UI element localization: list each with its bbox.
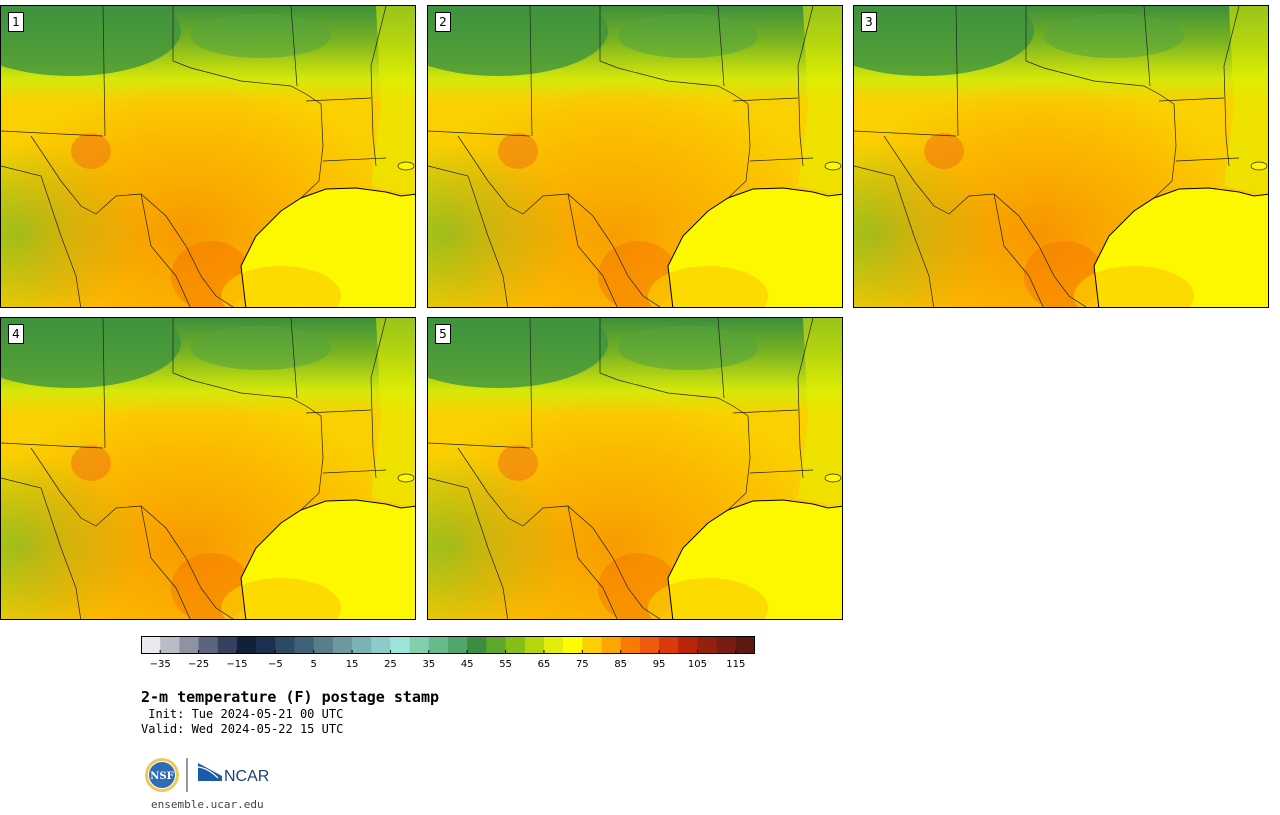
colorbar-swatch bbox=[601, 636, 622, 654]
nsf-logo-text: NSF bbox=[150, 771, 173, 782]
colorbar-swatch bbox=[179, 636, 200, 654]
colorbar-tick-label: 105 bbox=[687, 659, 707, 670]
colorbar-swatch bbox=[467, 636, 487, 654]
colorbar-swatch bbox=[236, 636, 257, 654]
colorbar-swatch bbox=[678, 636, 698, 654]
colorbar-tick-label: 45 bbox=[460, 659, 474, 670]
ensemble-member-map-3: 3 bbox=[853, 5, 1269, 308]
colorbar-swatch bbox=[659, 636, 679, 654]
member-number-label: 2 bbox=[435, 12, 451, 32]
colorbar-swatch bbox=[371, 636, 391, 654]
colorbar-swatch bbox=[294, 636, 315, 654]
colorbar-swatch bbox=[160, 636, 180, 654]
colorbar-swatch bbox=[486, 636, 507, 654]
colorbar-tick-label: 25 bbox=[384, 659, 397, 670]
colorbar-swatch bbox=[390, 636, 411, 654]
colorbar-tick-label: −35 bbox=[149, 659, 171, 670]
colorbar-swatch bbox=[563, 636, 583, 654]
colorbar-swatch bbox=[639, 636, 660, 654]
colorbar-tick-label: 65 bbox=[537, 659, 551, 670]
colorbar-swatch bbox=[141, 636, 161, 654]
colorbar-swatch bbox=[352, 636, 372, 654]
nsf-ncar-logo: NSF NCAR bbox=[145, 758, 269, 792]
colorbar-swatch bbox=[332, 636, 353, 654]
valid-time: Valid: Wed 2024-05-22 15 UTC bbox=[141, 722, 344, 736]
site-url: ensemble.ucar.edu bbox=[151, 798, 264, 811]
colorbar-swatch bbox=[697, 636, 718, 654]
colorbar-swatch bbox=[428, 636, 449, 654]
ncar-logo-text: NCAR bbox=[224, 768, 269, 785]
colorbar-outline bbox=[141, 636, 755, 654]
colorbar-tick-label: 5 bbox=[310, 659, 317, 670]
temperature-colorbar bbox=[141, 636, 755, 654]
colorbar-swatch bbox=[217, 636, 238, 654]
colorbar-tick-label: 15 bbox=[345, 659, 359, 670]
member-number-label: 5 bbox=[435, 324, 451, 344]
colorbar-tick-label: 115 bbox=[726, 659, 746, 670]
colorbar-swatch bbox=[409, 636, 430, 654]
colorbar-swatch bbox=[448, 636, 468, 654]
colorbar-tick-label: 75 bbox=[575, 659, 589, 670]
colorbar-swatch bbox=[735, 636, 755, 654]
colorbar-swatch bbox=[313, 636, 334, 654]
colorbar-swatch bbox=[256, 636, 276, 654]
colorbar-tick-label: −25 bbox=[188, 659, 210, 670]
member-number-label: 4 bbox=[8, 324, 24, 344]
colorbar-tick-label: 35 bbox=[422, 659, 436, 670]
member-number-label: 1 bbox=[8, 12, 24, 32]
member-number-label: 3 bbox=[861, 12, 877, 32]
ensemble-member-map-1: 1 bbox=[0, 5, 416, 308]
colorbar-swatch bbox=[505, 636, 526, 654]
colorbar-swatch bbox=[582, 636, 602, 654]
colorbar-swatch bbox=[524, 636, 545, 654]
colorbar-swatch bbox=[275, 636, 295, 654]
colorbar-swatch bbox=[543, 636, 564, 654]
colorbar-swatch bbox=[716, 636, 737, 654]
ensemble-member-map-2: 2 bbox=[427, 5, 843, 308]
colorbar-tick-label: −5 bbox=[267, 659, 283, 670]
colorbar-tick-label: 55 bbox=[499, 659, 512, 670]
colorbar-tick-label: 95 bbox=[652, 659, 666, 670]
logos: NSF NCAR bbox=[144, 756, 274, 796]
ensemble-member-map-4: 4 bbox=[0, 317, 416, 620]
colorbar-tick-label: 85 bbox=[614, 659, 628, 670]
colorbar-tick-label: −15 bbox=[226, 659, 248, 670]
init-time: Init: Tue 2024-05-21 00 UTC bbox=[141, 707, 344, 721]
colorbar-swatch bbox=[198, 636, 219, 654]
colorbar-swatch bbox=[620, 636, 641, 654]
figure-title: 2-m temperature (F) postage stamp bbox=[141, 688, 440, 706]
ensemble-member-map-5: 5 bbox=[427, 317, 843, 620]
